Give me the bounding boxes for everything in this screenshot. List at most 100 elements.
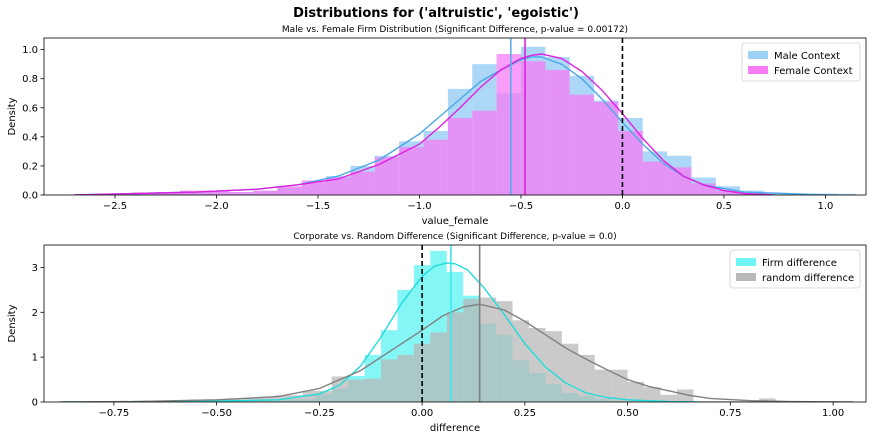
plot-area bbox=[74, 38, 856, 195]
legend-label: Female Context bbox=[774, 66, 853, 77]
histogram-bar bbox=[512, 320, 529, 402]
axes-frame bbox=[43, 37, 867, 196]
y-tick-label: 0 bbox=[32, 398, 38, 409]
kde-line-random-difference bbox=[60, 303, 854, 402]
x-axis-label: value_female bbox=[422, 216, 489, 227]
subplot-male-female: −2.5 −2.0 −1.5 −1.0 −0.5 0.0 0.5 1.0 0.0 0.2 0.4 0.… bbox=[7, 25, 867, 227]
histogram-bar bbox=[545, 331, 562, 402]
y-tick-label: 0.2 bbox=[22, 161, 38, 172]
histogram-bar bbox=[569, 94, 595, 195]
histogram-bar bbox=[644, 387, 661, 402]
histogram-female-context bbox=[131, 53, 765, 195]
legend-label: Male Context bbox=[774, 51, 840, 62]
histogram-bar bbox=[611, 369, 628, 402]
histogram-bar bbox=[693, 401, 727, 402]
histogram-bar bbox=[326, 177, 351, 195]
y-tick-label: 3 bbox=[32, 263, 38, 274]
x-tick-label: 1.00 bbox=[822, 408, 844, 419]
y-tick-label: 1.0 bbox=[22, 45, 38, 56]
histogram-bar bbox=[430, 332, 447, 402]
axes-frame bbox=[43, 244, 867, 403]
histogram-bar bbox=[374, 157, 400, 195]
y-axis-label: Density bbox=[7, 304, 18, 342]
legend-swatch bbox=[736, 273, 756, 281]
legend-swatch bbox=[736, 258, 756, 266]
histogram-bar bbox=[463, 298, 480, 402]
legend-swatch bbox=[748, 66, 768, 74]
kde-line-firm-difference bbox=[60, 262, 698, 402]
histogram-bar bbox=[413, 343, 431, 402]
histogram-bar bbox=[642, 161, 668, 195]
legend: Male Context Female Context bbox=[741, 42, 861, 82]
histogram-bar bbox=[561, 343, 579, 402]
y-axis-label: Density bbox=[7, 97, 18, 135]
y-tick-label: 2 bbox=[32, 308, 38, 319]
histogram-bar bbox=[660, 394, 677, 402]
histogram-bar bbox=[155, 192, 180, 195]
histogram-bar bbox=[545, 69, 570, 195]
y-tick-label: 0.6 bbox=[22, 103, 38, 114]
histogram-bar bbox=[764, 193, 789, 195]
histogram-bar bbox=[364, 378, 382, 402]
histogram-bar bbox=[302, 390, 332, 402]
plot-area bbox=[56, 245, 854, 402]
y-tick-label: 1 bbox=[32, 353, 38, 364]
histogram-bar bbox=[253, 190, 278, 195]
x-tick-label: 0.0 bbox=[614, 201, 630, 212]
histogram-bar bbox=[423, 139, 448, 195]
x-tick-label: −0.5 bbox=[509, 201, 533, 212]
histogram-bar bbox=[578, 354, 595, 402]
x-tick-label: 0.00 bbox=[411, 408, 433, 419]
histogram-bar bbox=[131, 193, 156, 195]
legend-label: Firm difference bbox=[762, 258, 837, 269]
x-tick-label: 0.75 bbox=[719, 408, 741, 419]
y-tick-label: 0.4 bbox=[22, 132, 38, 143]
histogram-bar bbox=[627, 381, 645, 402]
histogram-bar bbox=[813, 193, 838, 195]
histogram-bar bbox=[350, 171, 375, 195]
x-tick-label: −0.50 bbox=[201, 408, 232, 419]
histogram-bar bbox=[496, 301, 513, 402]
subplot-corporate-random: −0.75 −0.50 −0.25 0.00 0.25 0.50 0.75 1.00 0 1 2 3 C… bbox=[7, 232, 867, 434]
kde-line-female-context bbox=[74, 53, 775, 195]
x-axis-label: difference bbox=[430, 423, 480, 434]
x-tick-label: 0.5 bbox=[716, 201, 732, 212]
histogram-bar bbox=[472, 110, 497, 195]
histogram-bar bbox=[676, 389, 694, 402]
legend-swatch bbox=[748, 51, 768, 59]
histogram-bar bbox=[331, 376, 349, 402]
legend: Firm difference random difference bbox=[729, 249, 861, 289]
histogram-bar bbox=[715, 190, 741, 195]
histogram-bar bbox=[447, 117, 473, 195]
histogram-bar bbox=[691, 183, 716, 195]
subplot-title: Corporate vs. Random Difference (Signifi… bbox=[293, 232, 616, 242]
histogram-bar bbox=[381, 359, 398, 402]
x-tick-label: 1.0 bbox=[817, 201, 833, 212]
y-tick-label: 0.0 bbox=[22, 191, 38, 202]
histogram-bar bbox=[479, 297, 497, 402]
x-tick-label: −2.0 bbox=[204, 201, 228, 212]
x-tick-label: −0.25 bbox=[304, 408, 335, 419]
y-tick-label: 0.8 bbox=[22, 74, 38, 85]
histogram-bar bbox=[399, 147, 424, 195]
x-tick-label: −1.5 bbox=[306, 201, 330, 212]
histogram-bar bbox=[594, 101, 619, 195]
x-tick-label: 0.25 bbox=[514, 408, 536, 419]
histogram-bar bbox=[667, 167, 692, 195]
histogram-bar bbox=[204, 190, 229, 195]
x-tick-label: −1.0 bbox=[407, 201, 431, 212]
histogram-bar bbox=[228, 192, 254, 195]
x-tick-label: 0.50 bbox=[616, 408, 638, 419]
histogram-bar bbox=[528, 327, 546, 402]
histogram-bar bbox=[446, 312, 464, 402]
histogram-bar bbox=[594, 369, 612, 402]
histogram-bar bbox=[348, 379, 365, 402]
x-tick-label: −0.75 bbox=[99, 408, 130, 419]
legend-label: random difference bbox=[762, 273, 854, 284]
histogram-bar bbox=[397, 354, 414, 402]
histogram-bar bbox=[301, 180, 327, 195]
histogram-bar bbox=[277, 186, 302, 195]
histogram-bar bbox=[496, 53, 521, 195]
figure-suptitle: Distributions for ('altruistic', 'egoist… bbox=[293, 6, 579, 21]
